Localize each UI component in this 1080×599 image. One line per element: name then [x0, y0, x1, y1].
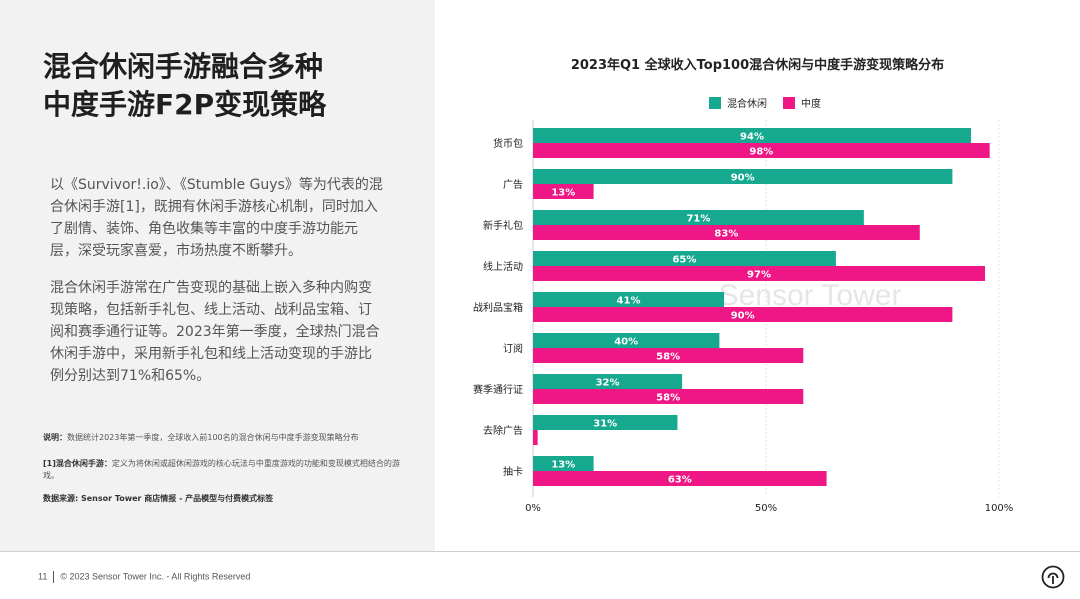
data-label: 31%: [593, 419, 617, 430]
note: 说明：数据统计2023年第一季度，全球收入前100名的混合休闲与中度手游变现策略…: [43, 432, 403, 444]
data-label: 83%: [714, 229, 738, 240]
category-label: 新手礼包: [483, 219, 523, 232]
legend-swatch-hybrid: [709, 96, 721, 109]
sensor-tower-logo-icon: [1041, 565, 1065, 589]
data-label: 32%: [596, 378, 620, 389]
page-title: 混合休闲手游融合多种 中度手游F2P变现策略: [43, 48, 326, 124]
data-label: 97%: [747, 270, 771, 281]
bar: [533, 143, 990, 158]
copyright: © 2023 Sensor Tower Inc. - All Rights Re…: [60, 571, 251, 582]
footer-separator: [53, 571, 55, 583]
legend-item-midcore: 中度: [783, 95, 821, 110]
category-label: 抽卡: [503, 465, 523, 478]
left-panel: 混合休闲手游融合多种 中度手游F2P变现策略 以《Survivor!.io》、《…: [0, 0, 435, 551]
category-label: 订阅: [503, 342, 523, 355]
bar: [533, 415, 678, 430]
category-label: 战利品宝箱: [473, 301, 523, 314]
x-tick-label: 50%: [755, 503, 777, 514]
legend-label-midcore: 中度: [801, 99, 821, 110]
chart-title: 2023年Q1 全球收入Top100混合休闲与中度手游变现策略分布: [570, 58, 945, 73]
data-label: 13%: [551, 460, 575, 471]
watermark-text: Sensor Tower: [719, 279, 902, 312]
category-label: 赛季通行证: [473, 383, 523, 396]
bar-chart: Sensor Tower 0% 50% 100% 货币包 94% 98% 广告 90% 13% 新手…: [473, 120, 1014, 514]
data-label: 94%: [740, 132, 764, 143]
title-line-1: 混合休闲手游融合多种: [43, 50, 324, 83]
data-label: 65%: [672, 255, 696, 266]
bar: [533, 266, 986, 281]
footnote: [1]混合休闲手游：定义为将休闲或超休闲游戏的核心玩法与中重度游戏的功能和变现模…: [43, 458, 403, 482]
bar: [533, 374, 683, 389]
bar: [533, 210, 864, 225]
data-label: 13%: [551, 188, 575, 199]
bar: [533, 251, 836, 266]
bar: [533, 430, 538, 445]
title-line-2: 中度手游F2P变现策略: [43, 88, 327, 121]
note-text: 数据统计2023年第一季度，全球收入前100名的混合休闲与中度手游变现策略分布: [67, 433, 359, 442]
data-label: 58%: [656, 393, 680, 404]
footer: 11 © 2023 Sensor Tower Inc. - All Rights …: [38, 571, 250, 583]
x-tick-label: 0%: [525, 503, 541, 514]
chart-legend: 混合休闲 中度: [709, 95, 821, 110]
category-label: 广告: [503, 178, 523, 191]
intro-paragraph: 以《Survivor!.io》、《Stumble Guys》等为代表的混合休闲手…: [50, 177, 383, 259]
data-label: 90%: [731, 173, 755, 184]
category-label: 线上活动: [483, 260, 523, 273]
data-label: 98%: [749, 147, 773, 158]
bar: [533, 225, 920, 240]
data-label: 41%: [617, 296, 641, 307]
footnote-text: 定义为将休闲或超休闲游戏的核心玩法与中重度游戏的功能和变现模式相结合的游戏。: [43, 459, 400, 480]
monetization-paragraph: 混合休闲手游常在广告变现的基础上嵌入多种内购变现策略，包括新手礼包、线上活动、战…: [50, 280, 380, 384]
data-label: 90%: [731, 311, 755, 322]
bar: [533, 471, 827, 486]
footer-divider: [0, 551, 1080, 552]
category-label: 去除广告: [483, 424, 523, 437]
bar: [533, 292, 725, 307]
bar: [533, 348, 804, 363]
data-source: 数据来源: Sensor Tower 商店情报 - 产品模型与付费模式标签: [43, 494, 274, 503]
bar: [533, 307, 953, 322]
data-label: 63%: [668, 475, 692, 486]
x-tick-label: 100%: [985, 503, 1014, 514]
data-label: 40%: [614, 337, 638, 348]
note-label: 说明：: [43, 433, 67, 442]
data-label: 58%: [656, 352, 680, 363]
bar: [533, 456, 594, 471]
bar: [533, 389, 804, 404]
legend-swatch-midcore: [783, 96, 795, 109]
bar: [533, 333, 720, 348]
page-number: 11: [38, 571, 48, 582]
category-label: 货币包: [493, 137, 523, 150]
footnote-label: [1]混合休闲手游：: [43, 459, 112, 468]
legend-label-hybrid: 混合休闲: [727, 99, 767, 110]
legend-item-hybrid: 混合休闲: [709, 95, 767, 110]
bar: [533, 169, 953, 184]
data-label: 71%: [686, 214, 710, 225]
bar: [533, 128, 972, 143]
bar: [533, 184, 594, 199]
